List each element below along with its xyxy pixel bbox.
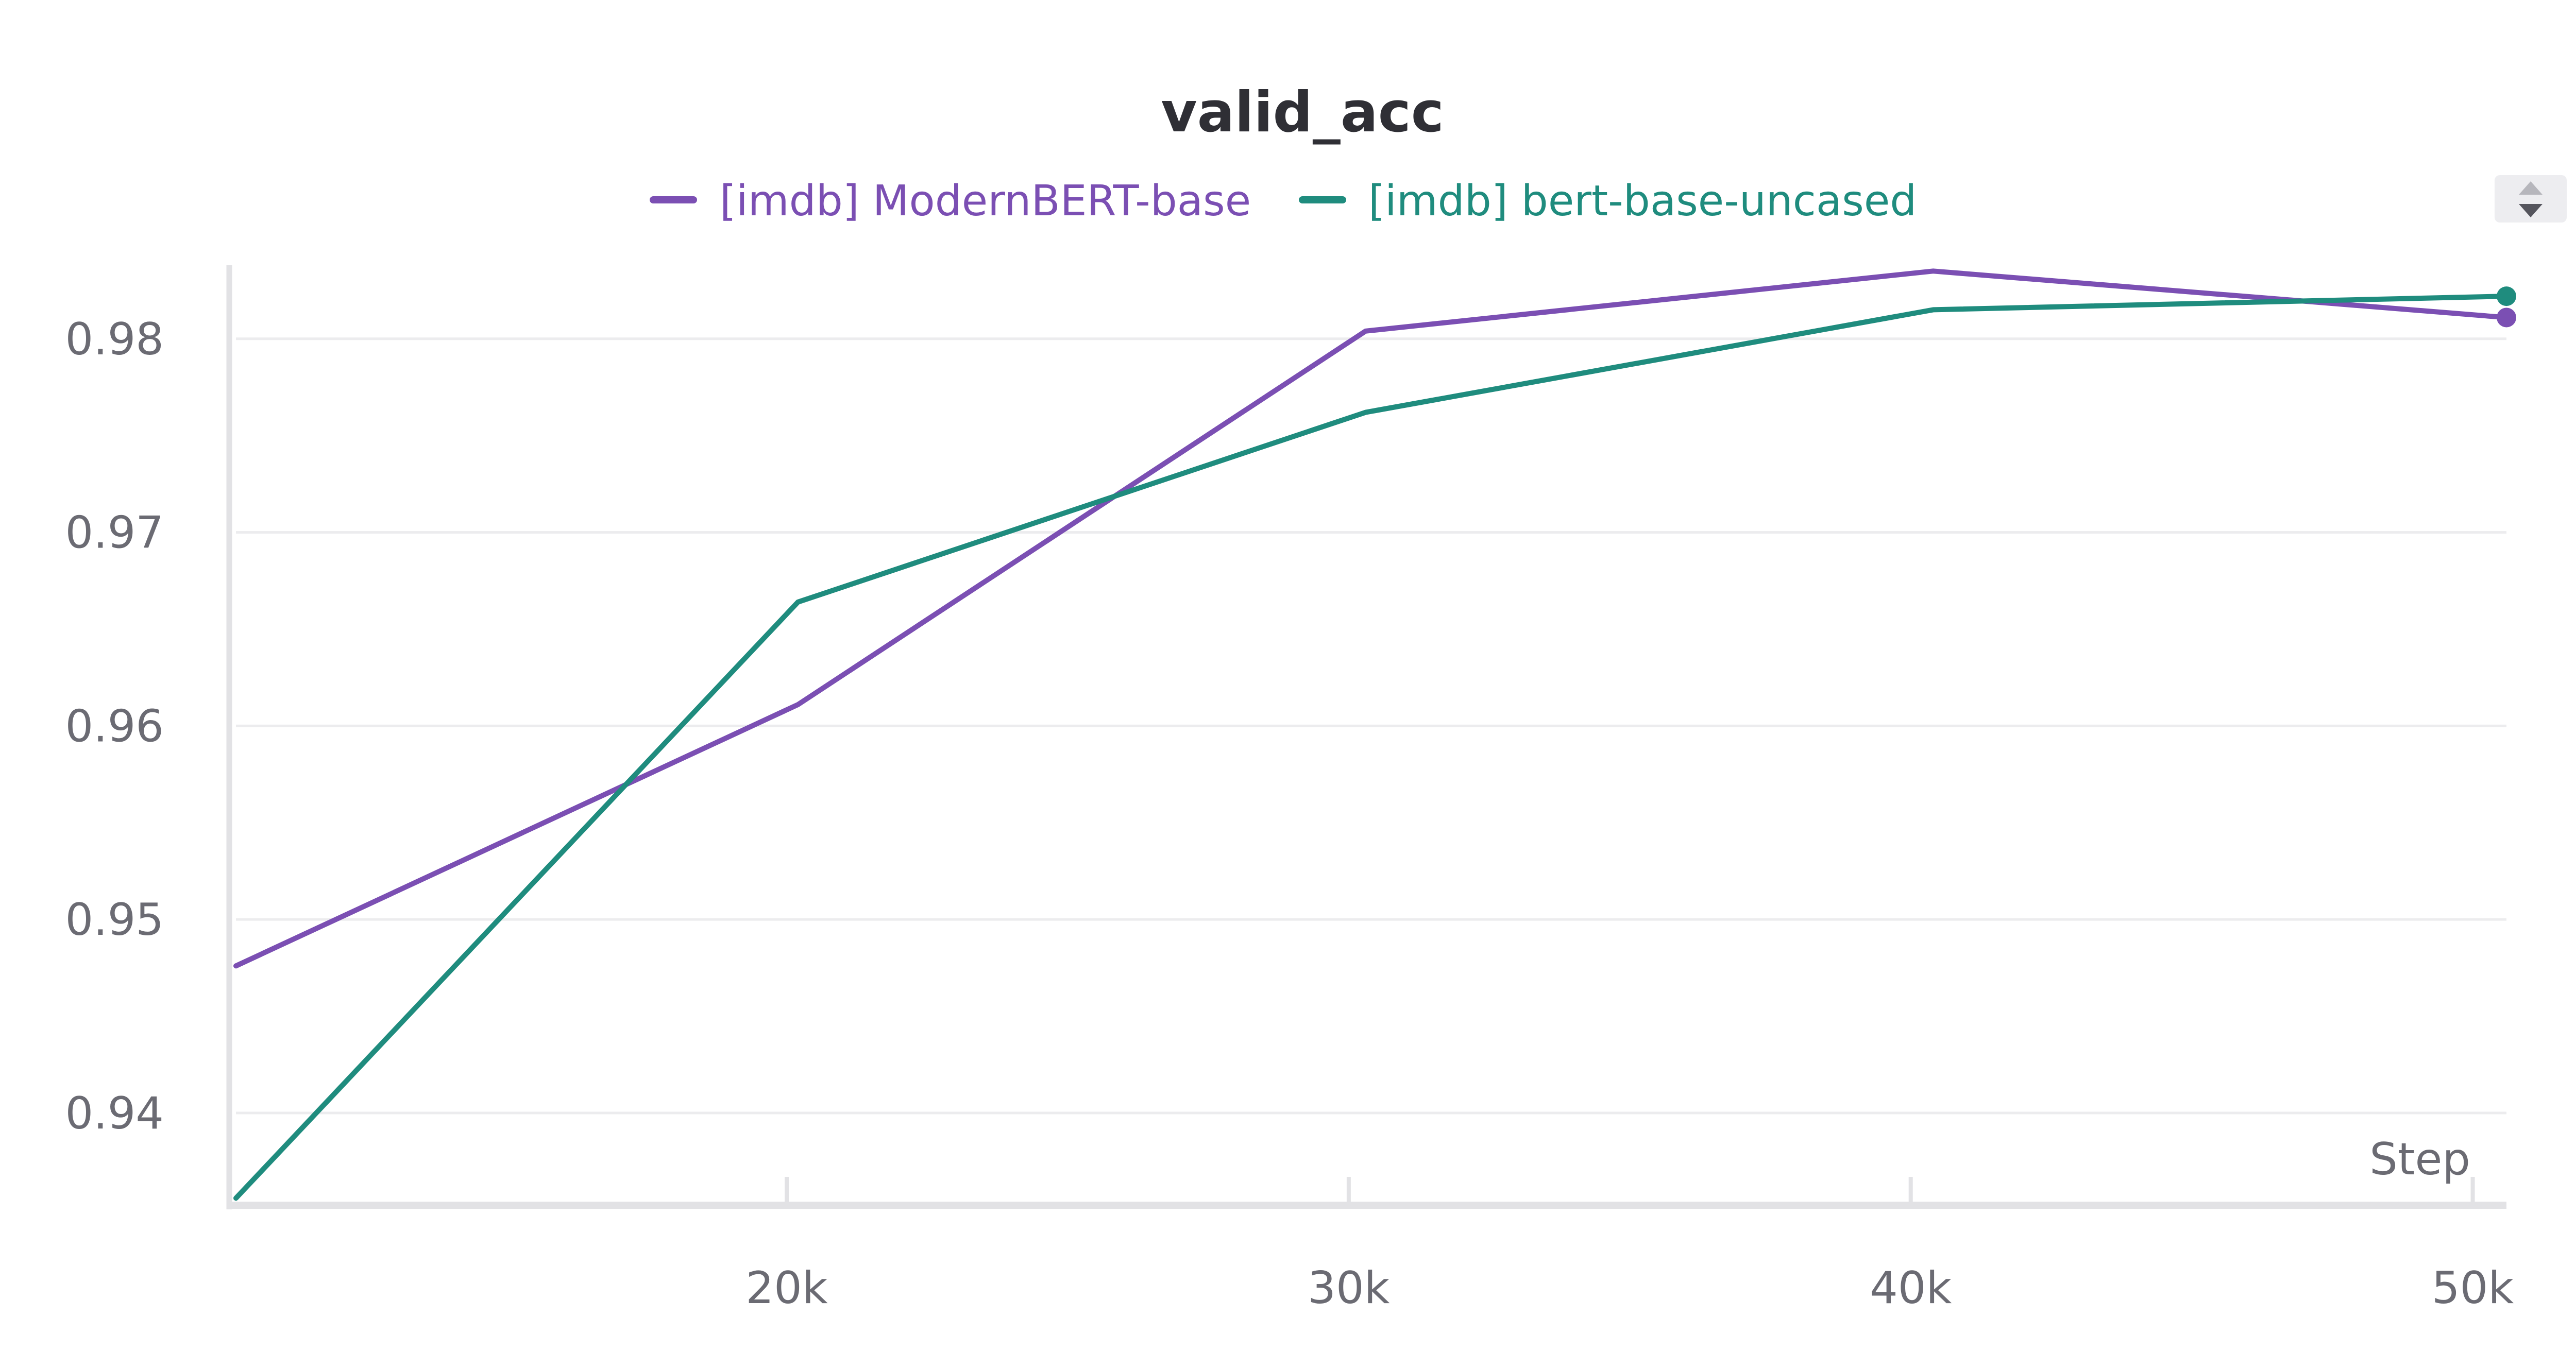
x-tick-label: 30k xyxy=(1308,1262,1389,1314)
legend-label-0[interactable]: [imdb] ModernBERT-base xyxy=(720,177,1251,226)
axes xyxy=(226,265,2506,1209)
x-tick-label: 40k xyxy=(1870,1262,1952,1314)
sort-button-background[interactable] xyxy=(2495,175,2567,223)
x-axis-title: Step xyxy=(2369,1134,2470,1185)
legend-label-1[interactable]: [imdb] bert-base-uncased xyxy=(1368,177,1917,226)
tick-labels: 0.94 0.95 0.96 0.97 0.98 20k 30k 40k 50k xyxy=(65,314,2514,1314)
grid-lines xyxy=(236,337,2506,1115)
x-tick-label: 20k xyxy=(745,1262,827,1314)
chart-title: valid_acc xyxy=(1161,80,1444,145)
y-tick-label: 0.96 xyxy=(65,700,164,752)
series-line-1[interactable] xyxy=(233,294,2509,1201)
series-lines xyxy=(233,268,2516,1201)
y-tick-label: 0.97 xyxy=(65,507,164,559)
y-tick-label: 0.98 xyxy=(65,314,164,365)
sort-button[interactable] xyxy=(2495,175,2567,223)
series-end-point-0[interactable] xyxy=(2497,307,2516,328)
y-tick-label: 0.95 xyxy=(65,894,164,946)
y-tick-label: 0.94 xyxy=(65,1088,164,1139)
series-line-0[interactable] xyxy=(233,268,2509,969)
sort-up-icon[interactable] xyxy=(2519,181,2543,195)
sort-down-icon[interactable] xyxy=(2519,204,2543,217)
x-tick-label: 50k xyxy=(2432,1262,2514,1314)
series-end-point-1[interactable] xyxy=(2497,286,2516,306)
legend: [imdb] ModernBERT-base [imdb] bert-base-u… xyxy=(650,177,1917,226)
